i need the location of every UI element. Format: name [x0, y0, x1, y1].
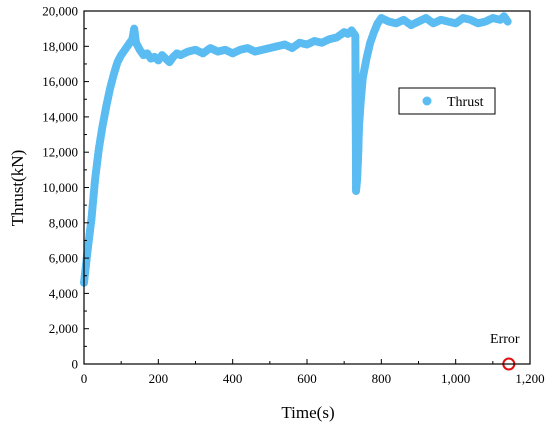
x-tick-label: 1,200 — [515, 371, 544, 386]
x-tick-label: 0 — [81, 371, 88, 386]
y-tick-label: 0 — [72, 357, 79, 372]
error-label: Error — [490, 332, 520, 347]
y-tick-label: 16,000 — [42, 74, 78, 89]
x-tick-label: 200 — [149, 371, 169, 386]
x-tick-label: 800 — [372, 371, 392, 386]
data-point — [503, 17, 512, 26]
y-tick-label: 20,000 — [42, 4, 78, 19]
y-tick-label: 14,000 — [42, 109, 78, 124]
x-tick-label: 400 — [223, 371, 243, 386]
x-axis-title: Time(s) — [281, 403, 334, 422]
legend-box — [398, 87, 496, 115]
x-tick-label: 600 — [297, 371, 317, 386]
y-tick-label: 4,000 — [49, 286, 78, 301]
y-tick-label: 10,000 — [42, 180, 78, 195]
y-axis-title: Thrust(kN) — [8, 150, 27, 226]
y-tick-label: 12,000 — [42, 145, 78, 160]
axes-layer: 0 200 400 600 800 1,000 1,200 0 2,000 4,000 6,000 8… — [42, 4, 544, 387]
legend-label-thrust: Thrust — [447, 95, 484, 110]
legend-marker-thrust — [422, 96, 432, 106]
y-tick-label: 8,000 — [49, 215, 78, 230]
y-tick-label: 6,000 — [49, 251, 78, 266]
x-tick-label: 1,000 — [441, 371, 470, 386]
y-tick-label: 2,000 — [49, 321, 78, 336]
plot-frame — [83, 10, 531, 365]
plot-layer: Error — [80, 12, 520, 371]
y-tick-label: 18,000 — [42, 39, 78, 54]
legend: Thrust — [398, 87, 496, 115]
